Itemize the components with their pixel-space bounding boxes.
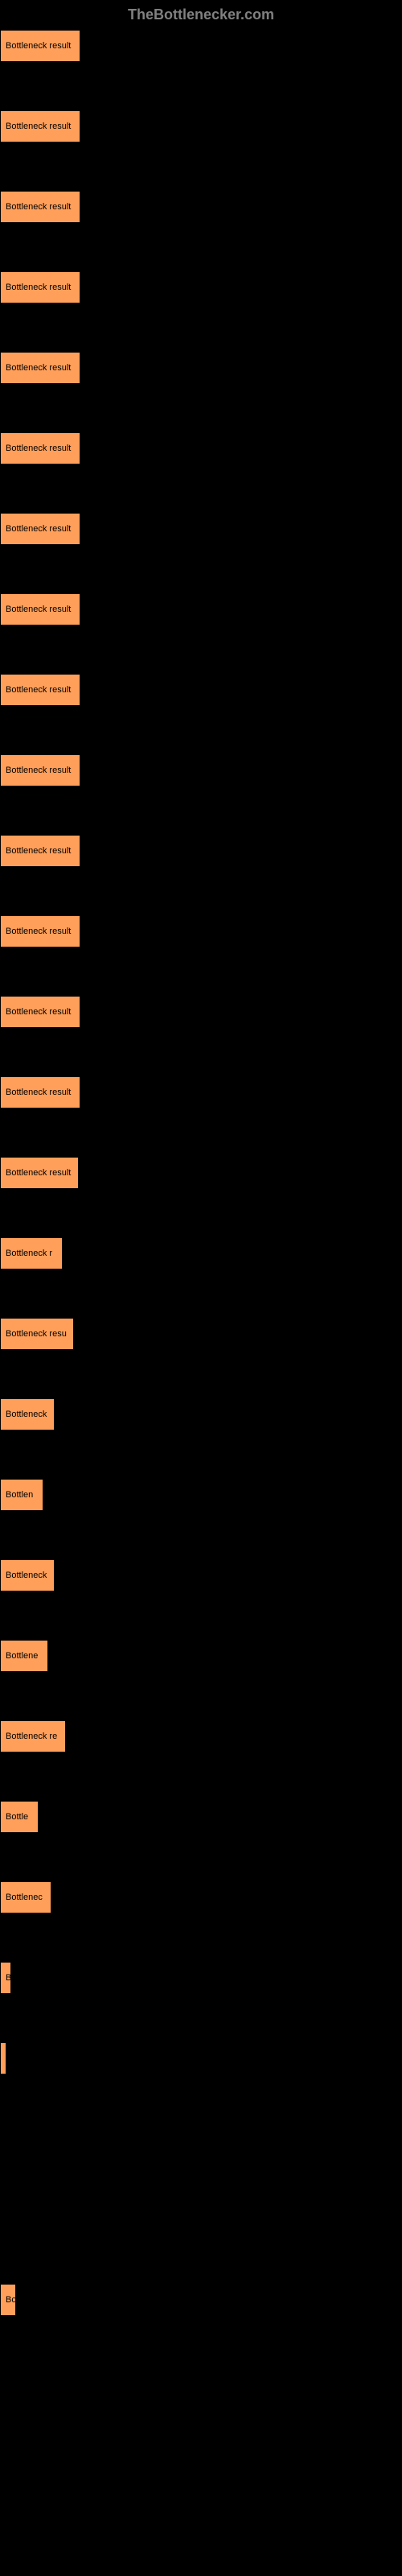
- bar-row: Bottleneck result: [0, 191, 402, 223]
- bar: Bottle: [0, 1801, 39, 1833]
- bar-row: [0, 2364, 402, 2396]
- bar: Bottleneck r: [0, 1237, 63, 1269]
- bar-row: Bottlene: [0, 1640, 402, 1672]
- bar-row: Bo: [0, 2284, 402, 2316]
- bar: Bottleneck result: [0, 110, 80, 142]
- bar-label: Bottleneck result: [6, 122, 71, 131]
- bar: Bottleneck resu: [0, 1318, 74, 1350]
- bar: Bottlene: [0, 1640, 48, 1672]
- bar-row: Bottleneck r: [0, 1237, 402, 1269]
- bar-label: B: [6, 1973, 11, 1983]
- bar: Bo: [0, 2284, 16, 2316]
- bar: Bottleneck result: [0, 271, 80, 303]
- bar-label: Bottleneck result: [6, 363, 71, 373]
- bar-row: Bottleneck result: [0, 1157, 402, 1189]
- bar-row: Bottleneck result: [0, 30, 402, 62]
- bar-row: [0, 2123, 402, 2155]
- bar-label: Bottleneck result: [6, 1088, 71, 1097]
- bar-row: Bottleneck result: [0, 513, 402, 545]
- bar: Bottleneck result: [0, 1076, 80, 1108]
- bar: Bottleneck result: [0, 352, 80, 384]
- bar-row: Bottleneck result: [0, 110, 402, 142]
- bar-label: Bottleneck resu: [6, 1329, 67, 1339]
- bar-row: B: [0, 1962, 402, 1994]
- bar-row: [0, 2203, 402, 2235]
- bar-label: Bottleneck result: [6, 605, 71, 614]
- bar-row: Bottle: [0, 1801, 402, 1833]
- bar-row: Bottleneck result: [0, 1076, 402, 1108]
- bar-label: Bottleneck result: [6, 41, 71, 51]
- bar-row: Bottleneck: [0, 1398, 402, 1430]
- bar: Bottleneck result: [0, 593, 80, 625]
- bar-row: Bottleneck result: [0, 996, 402, 1028]
- bar-row: Bottleneck result: [0, 754, 402, 786]
- bar-row: Bottleneck result: [0, 593, 402, 625]
- bar-label: Bottle: [6, 1812, 28, 1822]
- bar-label: Bottleneck: [6, 1571, 47, 1580]
- bar: Bottleneck result: [0, 432, 80, 464]
- bar: Bottleneck result: [0, 996, 80, 1028]
- bar-label: Bottleneck result: [6, 202, 71, 212]
- bar-row: [0, 2445, 402, 2477]
- bar-row: Bottleneck resu: [0, 1318, 402, 1350]
- bar-row: Bottleneck result: [0, 271, 402, 303]
- bar-label: Bottlen: [6, 1490, 33, 1500]
- bar-row: Bottleneck result: [0, 352, 402, 384]
- bar-label: Bottleneck re: [6, 1732, 57, 1741]
- bar-chart: Bottleneck result Bottleneck result Bottle…: [0, 30, 402, 2541]
- bar-label: Bo: [6, 2295, 16, 2305]
- bar-label: Bottleneck result: [6, 927, 71, 936]
- bar: Bottleneck result: [0, 30, 80, 62]
- bar-label: Bottleneck result: [6, 1007, 71, 1017]
- bar-label: Bottleneck result: [6, 283, 71, 292]
- bar-row: [0, 2042, 402, 2074]
- bar: Bottleneck re: [0, 1720, 66, 1752]
- bar: Bottlen: [0, 1479, 43, 1511]
- bar-row: Bottleneck result: [0, 432, 402, 464]
- bar-row: Bottleneck: [0, 1559, 402, 1591]
- bar: [0, 2042, 6, 2074]
- site-header: TheBottlenecker.com: [0, 0, 402, 30]
- bar-label: Bottleneck result: [6, 766, 71, 775]
- bar-label: Bottlenec: [6, 1893, 43, 1902]
- bar-label: Bottleneck result: [6, 685, 71, 695]
- site-title: TheBottlenecker.com: [128, 6, 274, 23]
- bar: B: [0, 1962, 11, 1994]
- bar: Bottleneck result: [0, 915, 80, 947]
- bar-row: Bottleneck result: [0, 835, 402, 867]
- bar-row: Bottlenec: [0, 1881, 402, 1913]
- bar: Bottleneck result: [0, 835, 80, 867]
- bar-row: Bottleneck re: [0, 1720, 402, 1752]
- bar: Bottleneck: [0, 1398, 55, 1430]
- bar-label: Bottleneck result: [6, 1168, 71, 1178]
- bar-label: Bottlene: [6, 1651, 38, 1661]
- bar: Bottleneck result: [0, 674, 80, 706]
- bar-label: Bottleneck result: [6, 444, 71, 453]
- bar-label: Bottleneck result: [6, 524, 71, 534]
- bar: Bottleneck result: [0, 754, 80, 786]
- bar: Bottleneck result: [0, 513, 80, 545]
- bar: Bottleneck result: [0, 1157, 79, 1189]
- bar-row: Bottleneck result: [0, 915, 402, 947]
- bar-row: Bottlen: [0, 1479, 402, 1511]
- bar-label: Bottleneck result: [6, 846, 71, 856]
- bar-label: Bottleneck r: [6, 1249, 52, 1258]
- bar-label: Bottleneck: [6, 1410, 47, 1419]
- bar-row: Bottleneck result: [0, 674, 402, 706]
- bar: Bottlenec: [0, 1881, 51, 1913]
- bar: Bottleneck result: [0, 191, 80, 223]
- bar: Bottleneck: [0, 1559, 55, 1591]
